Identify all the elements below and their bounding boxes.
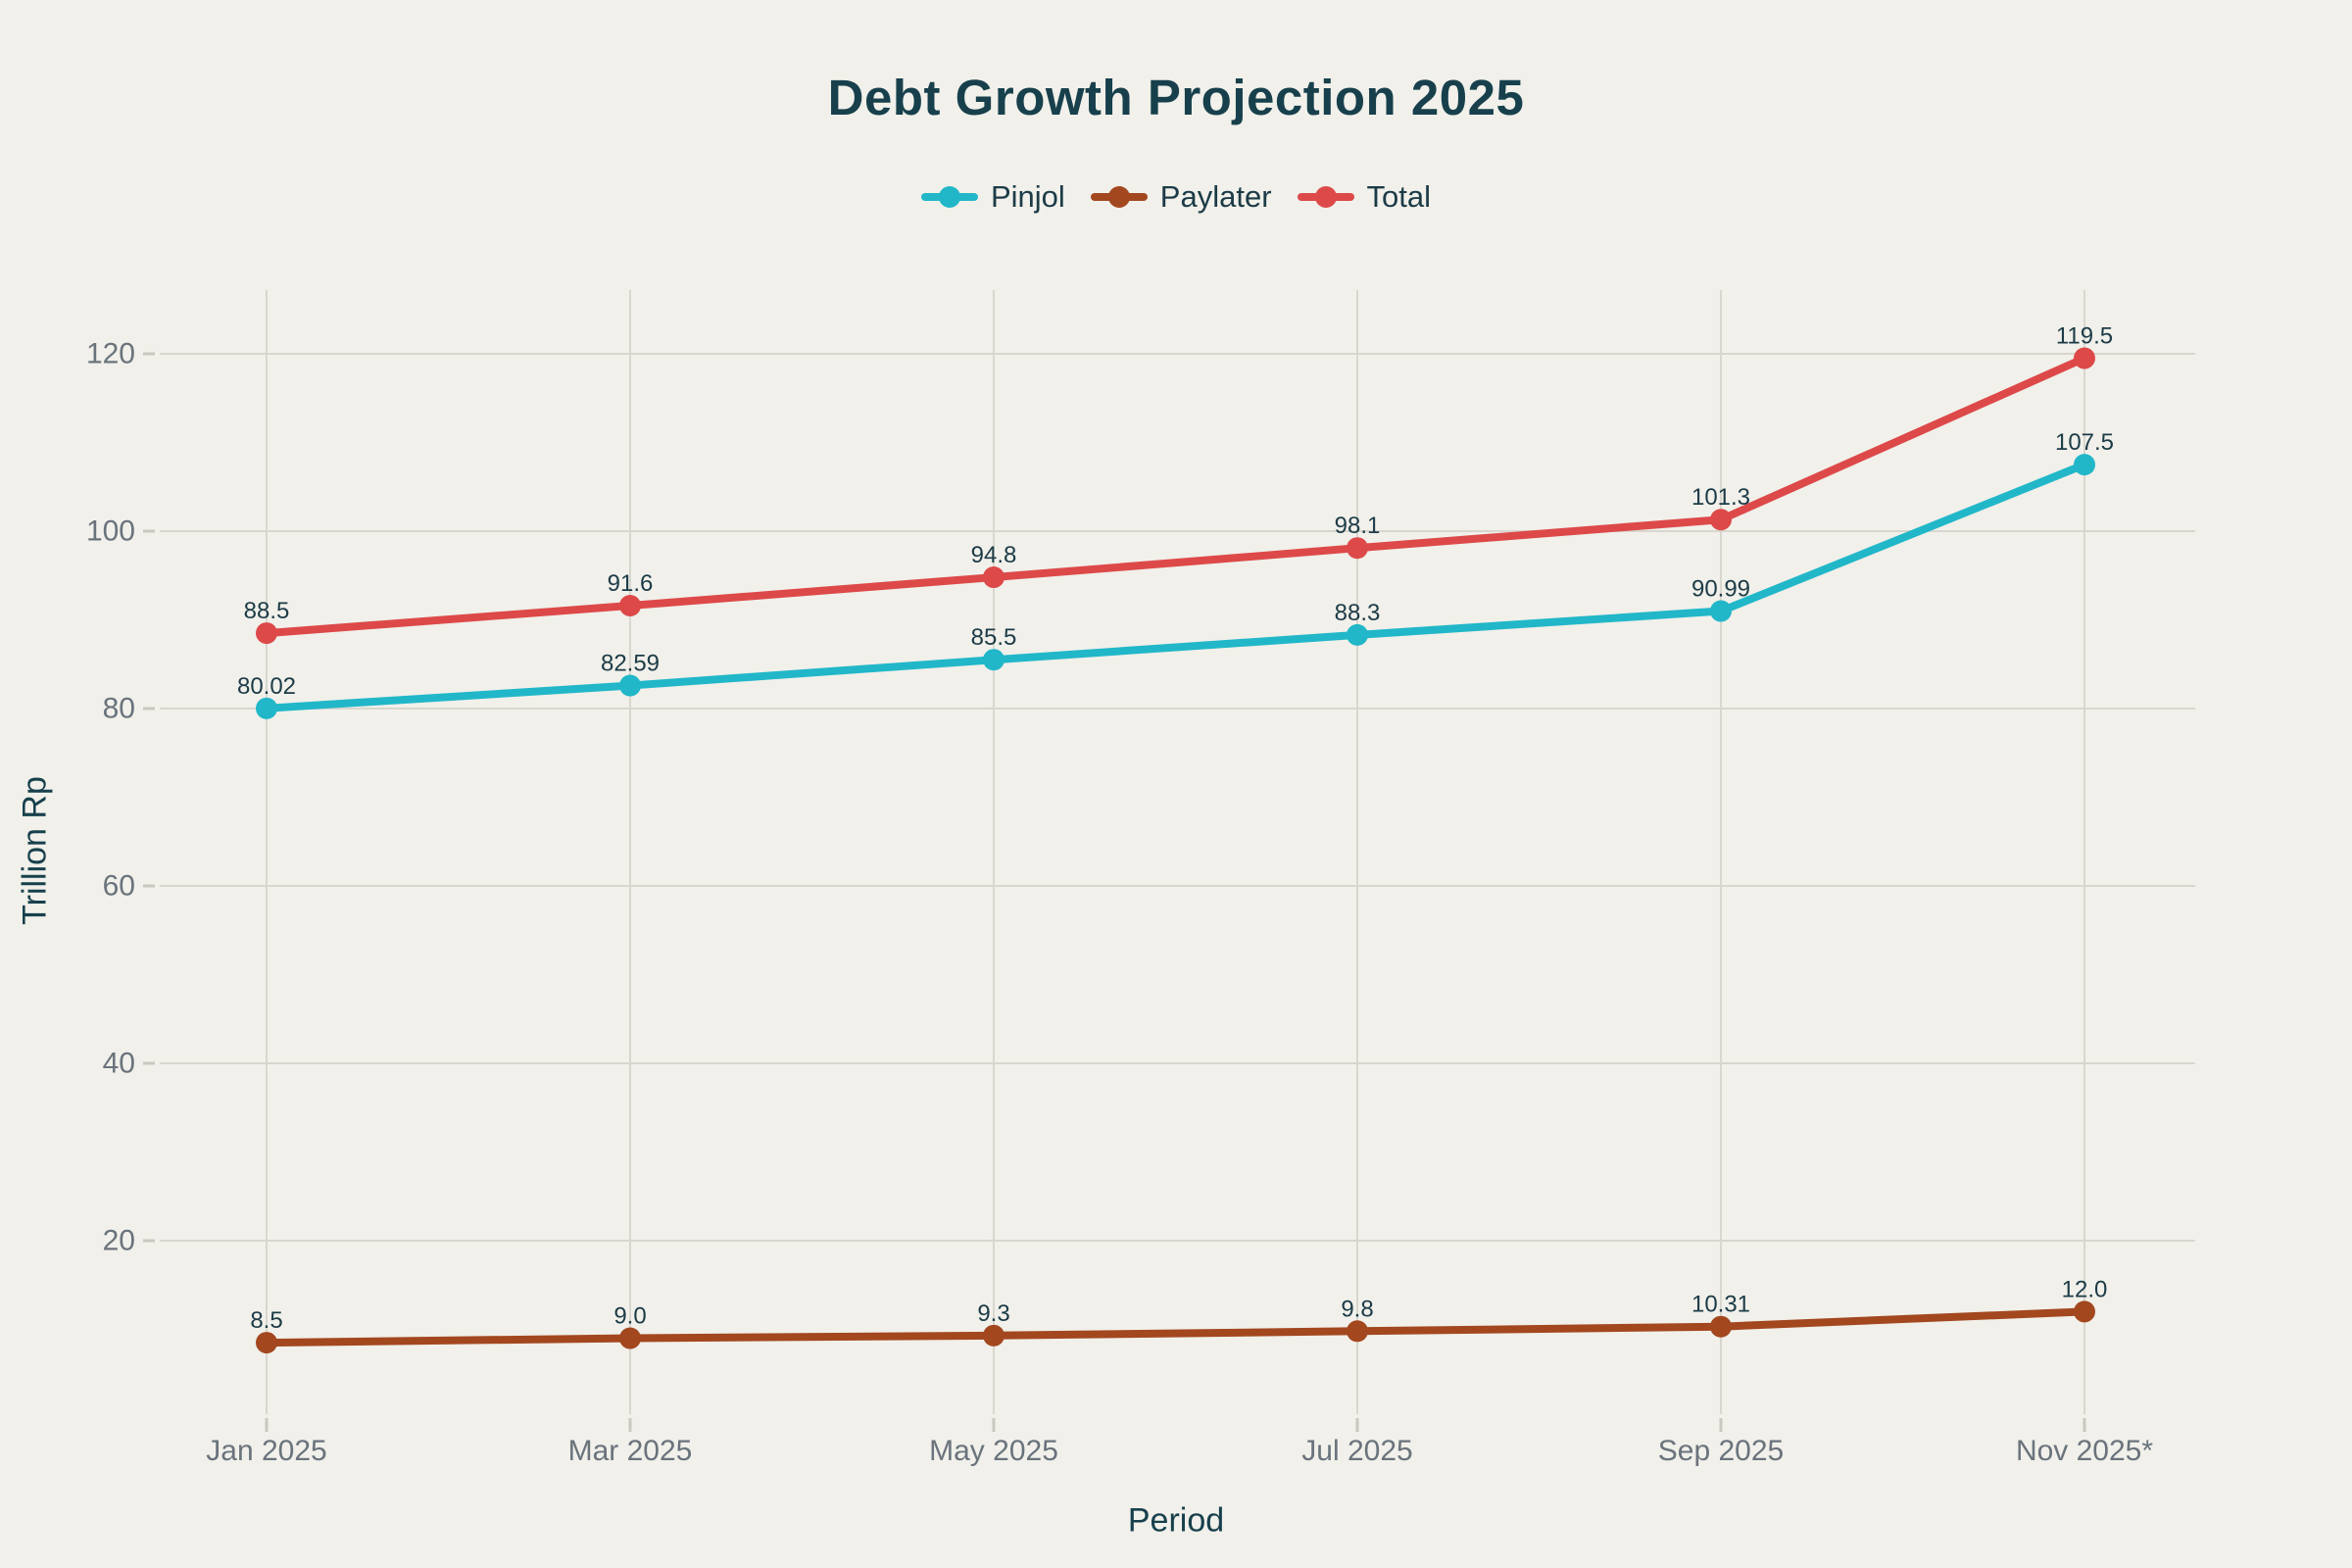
data-point-pinjol[interactable]	[256, 697, 277, 719]
data-point-label: 119.5	[2056, 323, 2113, 350]
series-line-paylater	[263, 1307, 2088, 1348]
data-point-pinjol[interactable]	[1347, 623, 1368, 646]
data-point-total[interactable]	[1710, 509, 1732, 531]
y-tick-label: 120	[86, 338, 135, 370]
series-pinjol: 80.02 82.59 85.5 88.3 90.99 107.5	[237, 429, 2114, 719]
data-point-total[interactable]	[1347, 537, 1368, 560]
data-point-paylater[interactable]	[983, 1324, 1004, 1347]
data-point-pinjol[interactable]	[983, 649, 1004, 671]
legend-dot-icon	[1314, 186, 1337, 208]
data-point-total[interactable]	[983, 566, 1004, 589]
data-point-label: 10.31	[1691, 1292, 1750, 1318]
x-tick-label: Jan 2025	[206, 1435, 326, 1467]
data-point-label: 82.59	[601, 651, 660, 677]
legend-item-paylater[interactable]: Paylater	[1090, 179, 1272, 215]
data-point-label: 80.02	[237, 673, 296, 700]
legend-item-pinjol[interactable]: Pinjol	[920, 179, 1065, 215]
data-point-label: 85.5	[971, 624, 1017, 651]
x-tick-label: Mar 2025	[568, 1435, 693, 1467]
legend-line-dot-icon	[920, 185, 978, 209]
x-tick-label: Sep 2025	[1658, 1435, 1784, 1467]
y-tick-label: 100	[86, 515, 135, 548]
grid: 20 40 60 80 100 120 Jan 2025 Mar 2025 May 2025 Ju…	[86, 290, 2195, 1467]
legend-label-total: Total	[1366, 179, 1432, 214]
data-point-label: 101.3	[1691, 484, 1750, 511]
data-point-label: 88.3	[1335, 600, 1381, 626]
series-line-pinjol	[263, 461, 2088, 712]
data-point-label: 88.5	[244, 598, 290, 624]
data-point-label: 8.5	[250, 1307, 282, 1334]
data-point-pinjol[interactable]	[1710, 600, 1732, 622]
x-tick-label: Jul 2025	[1301, 1435, 1412, 1467]
series-paylater: 8.5 9.0 9.3 9.8 10.31 12.0	[250, 1276, 2108, 1354]
legend-label-pinjol: Pinjol	[990, 179, 1065, 214]
y-tick-label: 80	[103, 693, 135, 725]
series-total: 88.5 91.6 94.8 98.1 101.3 119.5	[244, 323, 2113, 645]
chart-title: Debt Growth Projection 2025	[827, 70, 1525, 125]
data-point-paylater[interactable]	[2074, 1300, 2095, 1323]
y-tick-label: 40	[103, 1048, 135, 1080]
legend-item-total[interactable]: Total	[1297, 179, 1432, 215]
series-line-total	[263, 354, 2088, 638]
data-point-label: 98.1	[1335, 513, 1381, 539]
legend-line-dot-icon	[1297, 185, 1354, 209]
data-point-total[interactable]	[2074, 347, 2095, 369]
legend-dot-icon	[1107, 186, 1130, 208]
data-point-pinjol[interactable]	[619, 674, 641, 697]
data-point-label: 90.99	[1691, 576, 1750, 603]
y-tick-label: 20	[103, 1225, 135, 1257]
legend-line-dot-icon	[1090, 185, 1148, 209]
data-point-total[interactable]	[256, 622, 277, 645]
data-point-pinjol[interactable]	[2074, 454, 2095, 476]
data-point-label: 9.8	[1341, 1296, 1373, 1322]
data-point-paylater[interactable]	[619, 1327, 641, 1349]
data-point-label: 9.3	[977, 1300, 1009, 1327]
y-tick-label: 60	[103, 870, 135, 903]
data-point-label: 91.6	[608, 570, 654, 597]
x-axis-title: Period	[1127, 1501, 1225, 1540]
data-point-label: 94.8	[971, 542, 1017, 568]
data-point-label: 9.0	[613, 1303, 646, 1330]
legend-label-paylater: Paylater	[1159, 179, 1272, 214]
legend: Pinjol Paylater Total	[0, 179, 2352, 215]
y-axis-title: Trillion Rp	[16, 776, 54, 925]
data-point-total[interactable]	[619, 595, 641, 617]
data-point-paylater[interactable]	[1710, 1315, 1732, 1338]
x-tick-label: May 2025	[929, 1435, 1058, 1467]
legend-dot-icon	[938, 186, 960, 208]
data-point-paylater[interactable]	[256, 1332, 277, 1354]
data-point-label: 12.0	[2062, 1276, 2108, 1302]
x-tick-label: Nov 2025*	[2016, 1435, 2153, 1467]
data-point-label: 107.5	[2055, 429, 2114, 456]
data-point-paylater[interactable]	[1347, 1320, 1368, 1343]
